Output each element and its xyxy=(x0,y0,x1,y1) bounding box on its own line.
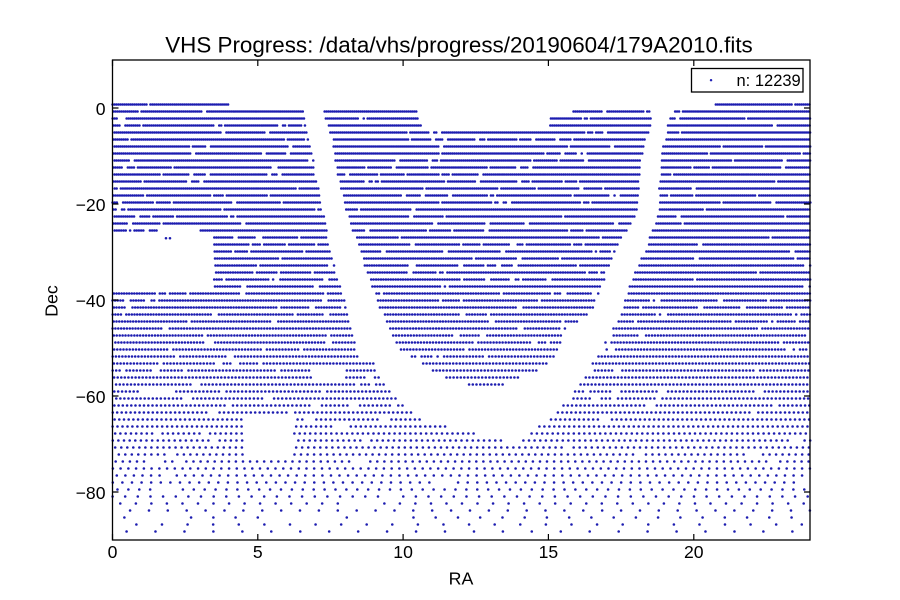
svg-text:VHS Progress: /data/vhs/progre: VHS Progress: /data/vhs/progress/2019060… xyxy=(165,33,753,58)
svg-text:n: 12239: n: 12239 xyxy=(737,72,801,90)
svg-text:−20: −20 xyxy=(76,195,106,215)
svg-text:−80: −80 xyxy=(76,483,106,503)
svg-text:5: 5 xyxy=(253,542,263,562)
svg-text:−60: −60 xyxy=(76,387,106,407)
svg-text:−40: −40 xyxy=(76,291,106,311)
svg-text:15: 15 xyxy=(539,542,559,562)
svg-text:RA: RA xyxy=(449,569,474,589)
svg-text:0: 0 xyxy=(108,542,118,562)
svg-text:0: 0 xyxy=(96,99,106,119)
svg-text:20: 20 xyxy=(684,542,704,562)
svg-text:Dec: Dec xyxy=(42,285,62,317)
svg-text:10: 10 xyxy=(393,542,413,562)
